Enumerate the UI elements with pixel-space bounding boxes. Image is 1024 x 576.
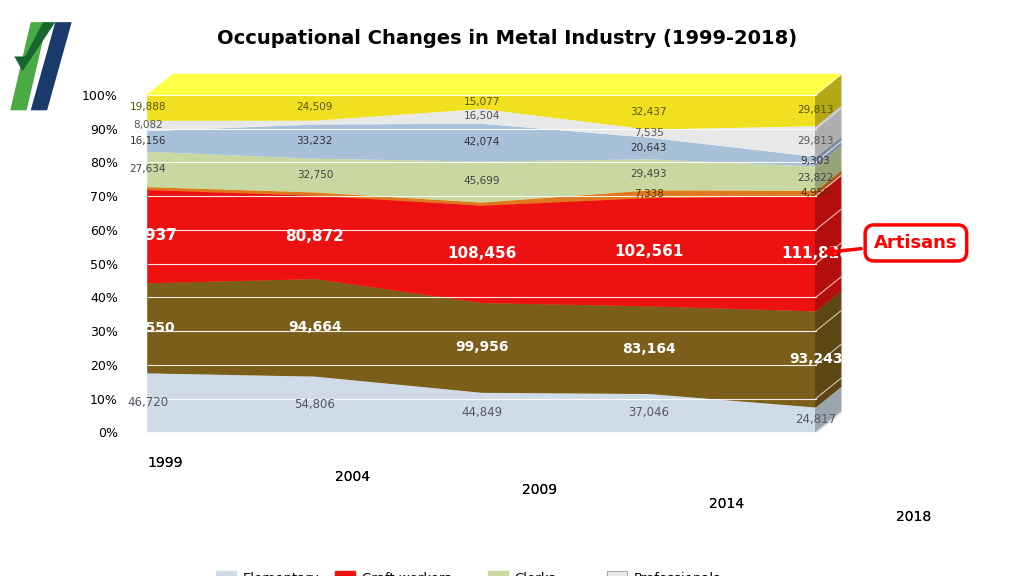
Text: 1999: 1999 — [147, 456, 183, 470]
Text: 29,493: 29,493 — [631, 169, 667, 179]
Text: 2009: 2009 — [522, 483, 557, 497]
Polygon shape — [147, 187, 816, 205]
Text: 32,437: 32,437 — [631, 107, 667, 117]
Polygon shape — [147, 74, 841, 94]
Text: 2009: 2009 — [522, 483, 557, 497]
Polygon shape — [31, 22, 72, 111]
Polygon shape — [147, 131, 841, 166]
Polygon shape — [147, 166, 841, 202]
Text: Artisans: Artisans — [825, 234, 957, 255]
Text: 2004: 2004 — [335, 469, 370, 483]
Text: 9,303: 9,303 — [801, 156, 830, 166]
Text: 29,813: 29,813 — [798, 136, 834, 146]
Text: 29,813: 29,813 — [798, 105, 834, 115]
Text: 8,082: 8,082 — [133, 120, 163, 130]
Polygon shape — [147, 258, 841, 310]
Legend: Elementary, Operators, Craft workers, Sales & Services, Clerks, Technicians, Pro: Elementary, Operators, Craft workers, Sa… — [211, 566, 726, 576]
Text: 37,046: 37,046 — [629, 406, 670, 419]
Text: 72,937: 72,937 — [119, 229, 177, 244]
Text: 2014: 2014 — [709, 497, 744, 510]
Text: 2014: 2014 — [709, 497, 744, 510]
Text: 23,822: 23,822 — [798, 173, 834, 183]
Text: 108,456: 108,456 — [447, 246, 516, 261]
Text: 19,888: 19,888 — [130, 103, 166, 112]
Text: 7,338: 7,338 — [634, 188, 664, 199]
Polygon shape — [14, 22, 55, 71]
Polygon shape — [816, 136, 841, 166]
Text: 2004: 2004 — [335, 469, 370, 483]
Text: 111,828: 111,828 — [781, 245, 850, 260]
Polygon shape — [147, 123, 816, 166]
Title: Occupational Changes in Metal Industry (1999-2018): Occupational Changes in Metal Industry (… — [217, 29, 797, 48]
Text: 42,074: 42,074 — [464, 137, 500, 147]
Polygon shape — [816, 386, 841, 433]
Text: 33,232: 33,232 — [297, 136, 333, 146]
Text: 24,817: 24,817 — [796, 413, 837, 426]
Text: 1999: 1999 — [147, 456, 183, 470]
Text: 4,950: 4,950 — [801, 188, 830, 198]
Text: 20,643: 20,643 — [631, 143, 667, 153]
Polygon shape — [147, 169, 841, 205]
Polygon shape — [147, 190, 816, 310]
Polygon shape — [816, 74, 841, 126]
Text: 54,806: 54,806 — [295, 397, 335, 411]
Polygon shape — [147, 353, 841, 407]
Text: 16,156: 16,156 — [130, 136, 166, 146]
Text: 46,720: 46,720 — [127, 396, 169, 409]
Polygon shape — [147, 88, 841, 129]
Text: 27,634: 27,634 — [130, 164, 166, 174]
Text: 32,750: 32,750 — [297, 170, 333, 180]
Polygon shape — [147, 108, 816, 156]
Text: 24,509: 24,509 — [297, 103, 333, 112]
Polygon shape — [816, 170, 841, 195]
Polygon shape — [147, 373, 816, 433]
Text: 80,872: 80,872 — [286, 229, 344, 244]
Text: 70,550: 70,550 — [121, 321, 175, 335]
Polygon shape — [147, 103, 841, 156]
Polygon shape — [147, 94, 816, 129]
Text: 44,849: 44,849 — [461, 406, 503, 419]
Polygon shape — [816, 290, 841, 407]
Polygon shape — [816, 146, 841, 190]
Polygon shape — [10, 22, 47, 111]
Text: 2018: 2018 — [896, 510, 931, 524]
Polygon shape — [816, 175, 841, 310]
Polygon shape — [816, 105, 841, 156]
Text: 15,077: 15,077 — [464, 97, 500, 107]
Text: 93,243: 93,243 — [788, 352, 843, 366]
Text: 16,504: 16,504 — [464, 111, 500, 121]
Text: 94,664: 94,664 — [288, 320, 342, 334]
Text: 45,699: 45,699 — [464, 176, 500, 187]
Text: 102,561: 102,561 — [614, 244, 683, 259]
Text: 2018: 2018 — [896, 510, 931, 524]
Polygon shape — [147, 151, 816, 202]
Text: 99,956: 99,956 — [455, 340, 509, 354]
Text: 7,535: 7,535 — [634, 128, 664, 138]
Text: 83,164: 83,164 — [622, 343, 676, 357]
Polygon shape — [147, 278, 816, 407]
